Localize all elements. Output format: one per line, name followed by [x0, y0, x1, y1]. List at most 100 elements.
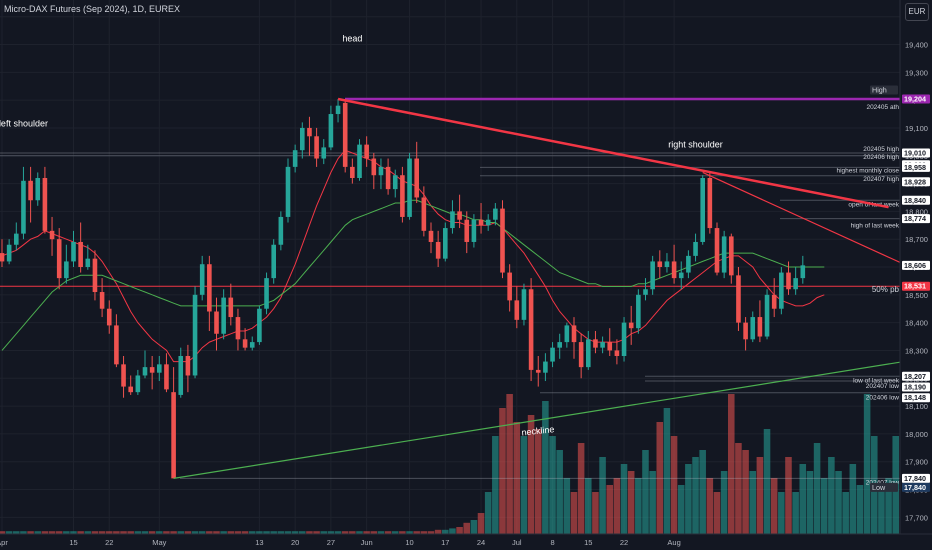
candle-body	[371, 158, 377, 176]
candle-body	[450, 211, 455, 229]
candle	[199, 255, 205, 301]
candle-body	[106, 308, 112, 326]
candle	[543, 353, 548, 382]
candle-body	[757, 317, 763, 337]
candle	[378, 158, 384, 190]
candle-body	[657, 261, 663, 267]
currency-button[interactable]: EUR	[905, 3, 929, 21]
volume-bar	[177, 531, 184, 534]
candle-body	[743, 322, 748, 340]
candle-body	[307, 127, 312, 137]
candle-body	[407, 158, 412, 217]
volume-bar	[291, 531, 299, 534]
candle	[371, 152, 377, 190]
candle	[64, 244, 69, 284]
price-badge	[902, 195, 930, 205]
level-label: high of last week	[851, 223, 900, 230]
volume-bar	[677, 485, 685, 534]
candle	[142, 350, 148, 379]
candle-body	[378, 166, 384, 176]
level-label: 202406 high	[863, 154, 899, 161]
candle	[271, 239, 276, 284]
candle	[628, 305, 634, 345]
volume-bar	[84, 531, 92, 534]
volume-bar	[785, 457, 792, 534]
candle	[671, 244, 677, 284]
candle	[99, 278, 105, 318]
candle	[414, 141, 419, 204]
candle	[78, 222, 83, 273]
volume-bar	[227, 531, 235, 534]
volume-bar	[420, 531, 428, 534]
price-axis[interactable]: 17,70017,80017,90018,00018,10018,20018,3…	[870, 0, 932, 550]
candle-body	[300, 127, 305, 151]
neckline-line	[173, 356, 932, 479]
volume-bar	[470, 520, 478, 534]
volume-bar	[613, 478, 621, 534]
price-badge	[902, 382, 930, 392]
candle-body	[264, 278, 269, 309]
candle-body	[292, 150, 298, 167]
price-badge	[902, 281, 930, 291]
candle	[92, 250, 98, 301]
price-tick-label: 18,300	[905, 346, 928, 355]
candle	[757, 300, 763, 343]
volume-bar	[878, 485, 885, 534]
volume-bar	[377, 531, 385, 534]
volume-bar	[141, 531, 149, 534]
time-tick-label: Aug	[667, 538, 680, 547]
volume-bar	[649, 471, 656, 534]
candle-body	[278, 216, 284, 245]
price-badge-label: 18,606	[904, 261, 926, 270]
candle	[6, 239, 12, 265]
candle-body	[614, 350, 620, 356]
candle	[342, 99, 348, 173]
price-badge-label: 18,190	[904, 383, 926, 392]
candle	[307, 116, 312, 156]
candle-body	[0, 253, 5, 262]
candle-body	[321, 147, 327, 159]
candle	[607, 328, 613, 356]
volume-bar	[670, 436, 678, 534]
level-label: highest monthly close	[836, 167, 899, 174]
volume-bar	[692, 457, 699, 534]
candle	[700, 175, 705, 245]
time-axis[interactable]: Apr 15 22 May 13 20 27 Jun 10 17 24 Jul 8 15 22 Aug	[0, 533, 932, 547]
volume-bar	[63, 531, 70, 534]
level-label: 202407 high	[863, 176, 899, 183]
price-badge	[902, 177, 930, 187]
volume-bar	[642, 450, 649, 534]
candle	[586, 330, 591, 370]
price-tick-label: 18,700	[905, 235, 928, 244]
price-badge	[902, 94, 930, 104]
candle-body	[214, 311, 219, 334]
candle	[600, 336, 605, 354]
candle-body	[593, 339, 598, 348]
candle	[707, 172, 713, 234]
candle	[221, 289, 226, 340]
candle-body	[364, 144, 369, 159]
price-badge-label: 18,148	[904, 393, 926, 402]
candle-body	[800, 265, 806, 279]
volume-bar	[534, 429, 542, 534]
candle	[428, 222, 434, 254]
candle	[21, 166, 26, 240]
candle	[764, 289, 770, 340]
volume-bar	[770, 478, 778, 534]
annotation-neckline: neckline	[521, 424, 555, 437]
candle	[278, 211, 284, 251]
time-tick-label: 20	[291, 538, 299, 547]
price-badge	[902, 214, 930, 224]
candle-body	[71, 241, 76, 262]
candle	[721, 230, 727, 279]
candle-body	[771, 294, 777, 309]
volume-bar	[842, 492, 849, 534]
candle-body	[142, 367, 148, 376]
volume-bar	[27, 531, 34, 534]
candle	[743, 317, 748, 351]
volume-bar	[34, 531, 41, 534]
candle-body	[249, 342, 255, 348]
grid	[0, 0, 900, 534]
